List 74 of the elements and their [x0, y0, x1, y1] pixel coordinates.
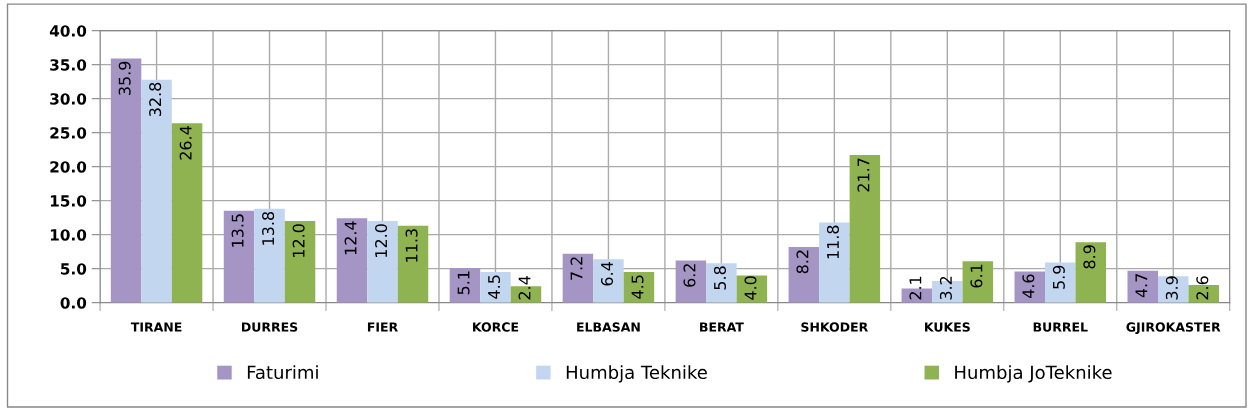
bar	[254, 208, 285, 303]
x-tick-label: TIRANE	[130, 322, 182, 332]
data-label: 8.2	[796, 250, 809, 274]
bar	[849, 155, 881, 303]
bar	[1127, 270, 1158, 303]
legend-label: Humbja Teknike	[566, 365, 707, 383]
data-label: 11.3	[405, 229, 418, 262]
bar	[1045, 262, 1076, 303]
x-tick-label: BURREL	[1033, 322, 1088, 332]
y-tick-label: 20.0	[50, 161, 87, 173]
y-tick-label: 25.0	[50, 127, 87, 139]
data-label: 6.1	[970, 264, 983, 288]
bar	[367, 221, 398, 303]
bar	[962, 261, 994, 303]
data-label: 21.7	[857, 158, 870, 192]
x-tick-label: FIER	[367, 322, 398, 332]
data-label: 5.9	[1052, 265, 1065, 289]
data-label: 13.8	[262, 211, 275, 245]
bar	[819, 222, 850, 303]
bar	[397, 225, 429, 303]
y-tick-label: 30.0	[50, 93, 87, 105]
bar	[480, 272, 511, 303]
legend-label: Humbja JoTeknike	[955, 365, 1112, 383]
data-label: 12.0	[375, 224, 388, 257]
x-tick-label: KUKES	[925, 322, 970, 332]
y-tick-label: 0.0	[60, 297, 87, 309]
x-tick-label: ELBASAN	[577, 322, 640, 332]
y-tick-label: 40.0	[49, 25, 87, 37]
x-tick-label: DURRES	[242, 322, 298, 332]
bar	[706, 263, 737, 303]
data-label: 2.1	[909, 276, 922, 300]
data-label: 12.0	[292, 224, 305, 257]
data-label: 4.5	[488, 275, 501, 299]
data-label: 6.2	[683, 264, 696, 287]
y-tick-label: 5.0	[61, 263, 87, 275]
data-label: 13.5	[231, 214, 244, 247]
data-label: 3.9	[1165, 276, 1178, 300]
data-label: 11.8	[826, 225, 839, 259]
x-tick-label: GJIROKASTER	[1126, 322, 1221, 335]
data-label: 26.4	[179, 126, 192, 160]
data-label: 8.9	[1083, 245, 1096, 269]
bar	[788, 246, 820, 303]
data-label: 7.2	[570, 257, 583, 280]
data-label: 4.6	[1022, 274, 1035, 299]
data-label: 12.4	[344, 221, 357, 255]
legend-label: Faturimi	[247, 365, 318, 380]
data-label: 5.1	[457, 271, 470, 295]
bar	[562, 253, 594, 303]
x-tick-label: SHKODER	[801, 322, 868, 332]
data-label: 35.9	[118, 61, 131, 95]
bar	[336, 218, 368, 303]
data-label: 5.8	[713, 266, 727, 290]
data-label: 6.4	[600, 262, 614, 286]
bar	[110, 58, 142, 303]
x-tick-label: KORCE	[473, 322, 519, 332]
x-tick-label: BERAT	[700, 322, 744, 332]
data-label: 3.2	[939, 276, 952, 300]
data-label: 4.0	[744, 276, 757, 300]
data-label: 2.4	[518, 276, 531, 300]
bar	[593, 259, 624, 303]
bar	[675, 260, 707, 303]
data-label: 4.5	[631, 275, 644, 299]
bar	[449, 267, 481, 303]
y-tick-label: 15.0	[50, 195, 87, 207]
y-tick-label: 35.0	[50, 59, 87, 71]
bar	[223, 210, 255, 303]
bar	[284, 221, 316, 303]
bar	[141, 79, 172, 303]
data-label: 2.6	[1196, 276, 1209, 300]
data-label: 4.7	[1135, 274, 1148, 298]
bar	[1075, 242, 1107, 303]
y-tick-label: 10.0	[50, 229, 87, 241]
data-label: 32.8	[149, 82, 162, 117]
bar	[171, 123, 203, 303]
